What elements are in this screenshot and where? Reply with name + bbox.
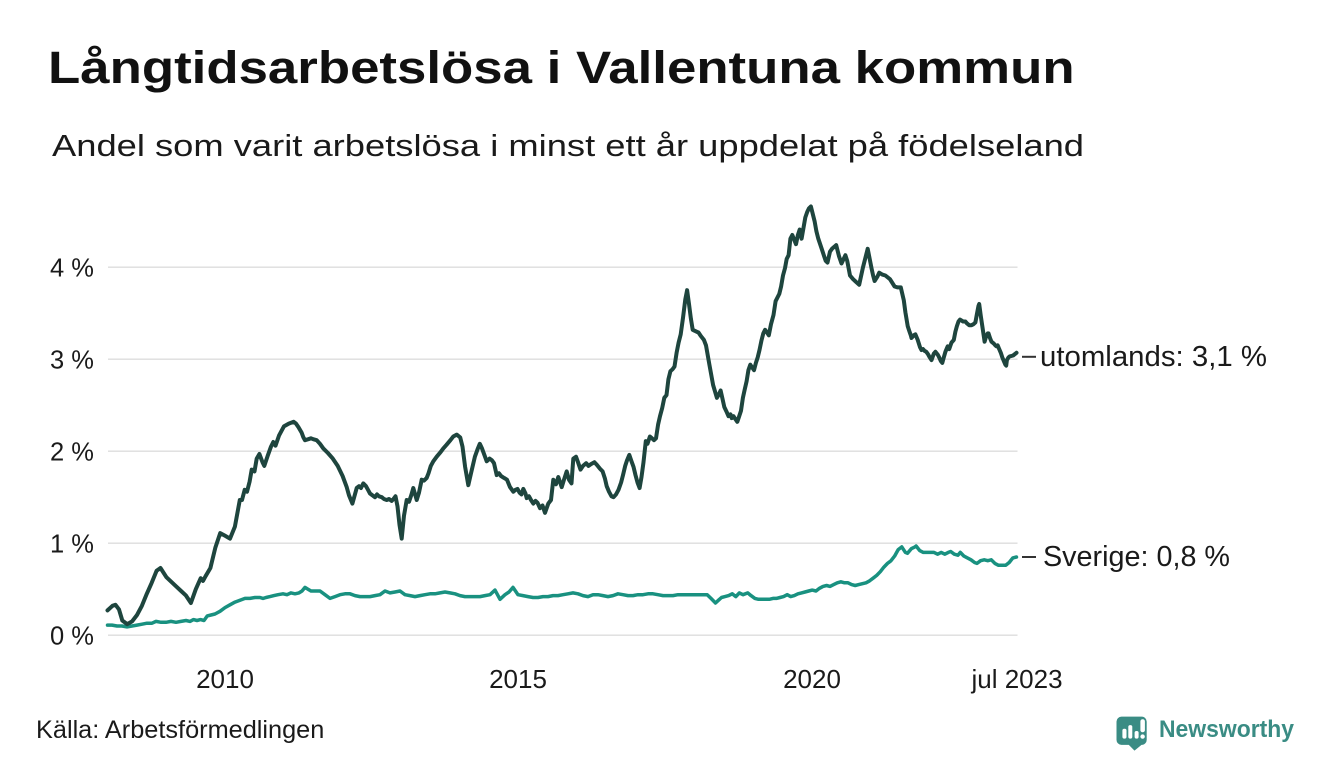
svg-text:3 %: 3 %: [50, 346, 94, 374]
svg-text:4 %: 4 %: [50, 254, 94, 282]
svg-text:Newsworthy: Newsworthy: [1159, 716, 1294, 743]
svg-text:1 %: 1 %: [50, 530, 94, 558]
svg-text:0 %: 0 %: [50, 622, 94, 650]
svg-text:Sverige: 0,8 %: Sverige: 0,8 %: [1043, 541, 1230, 573]
svg-text:2010: 2010: [196, 664, 254, 694]
svg-text:2 %: 2 %: [50, 438, 94, 466]
svg-text:2015: 2015: [489, 664, 547, 694]
svg-text:2020: 2020: [783, 664, 841, 694]
svg-text:utomlands: 3,1 %: utomlands: 3,1 %: [1040, 341, 1267, 373]
svg-text:jul 2023: jul 2023: [970, 664, 1062, 694]
